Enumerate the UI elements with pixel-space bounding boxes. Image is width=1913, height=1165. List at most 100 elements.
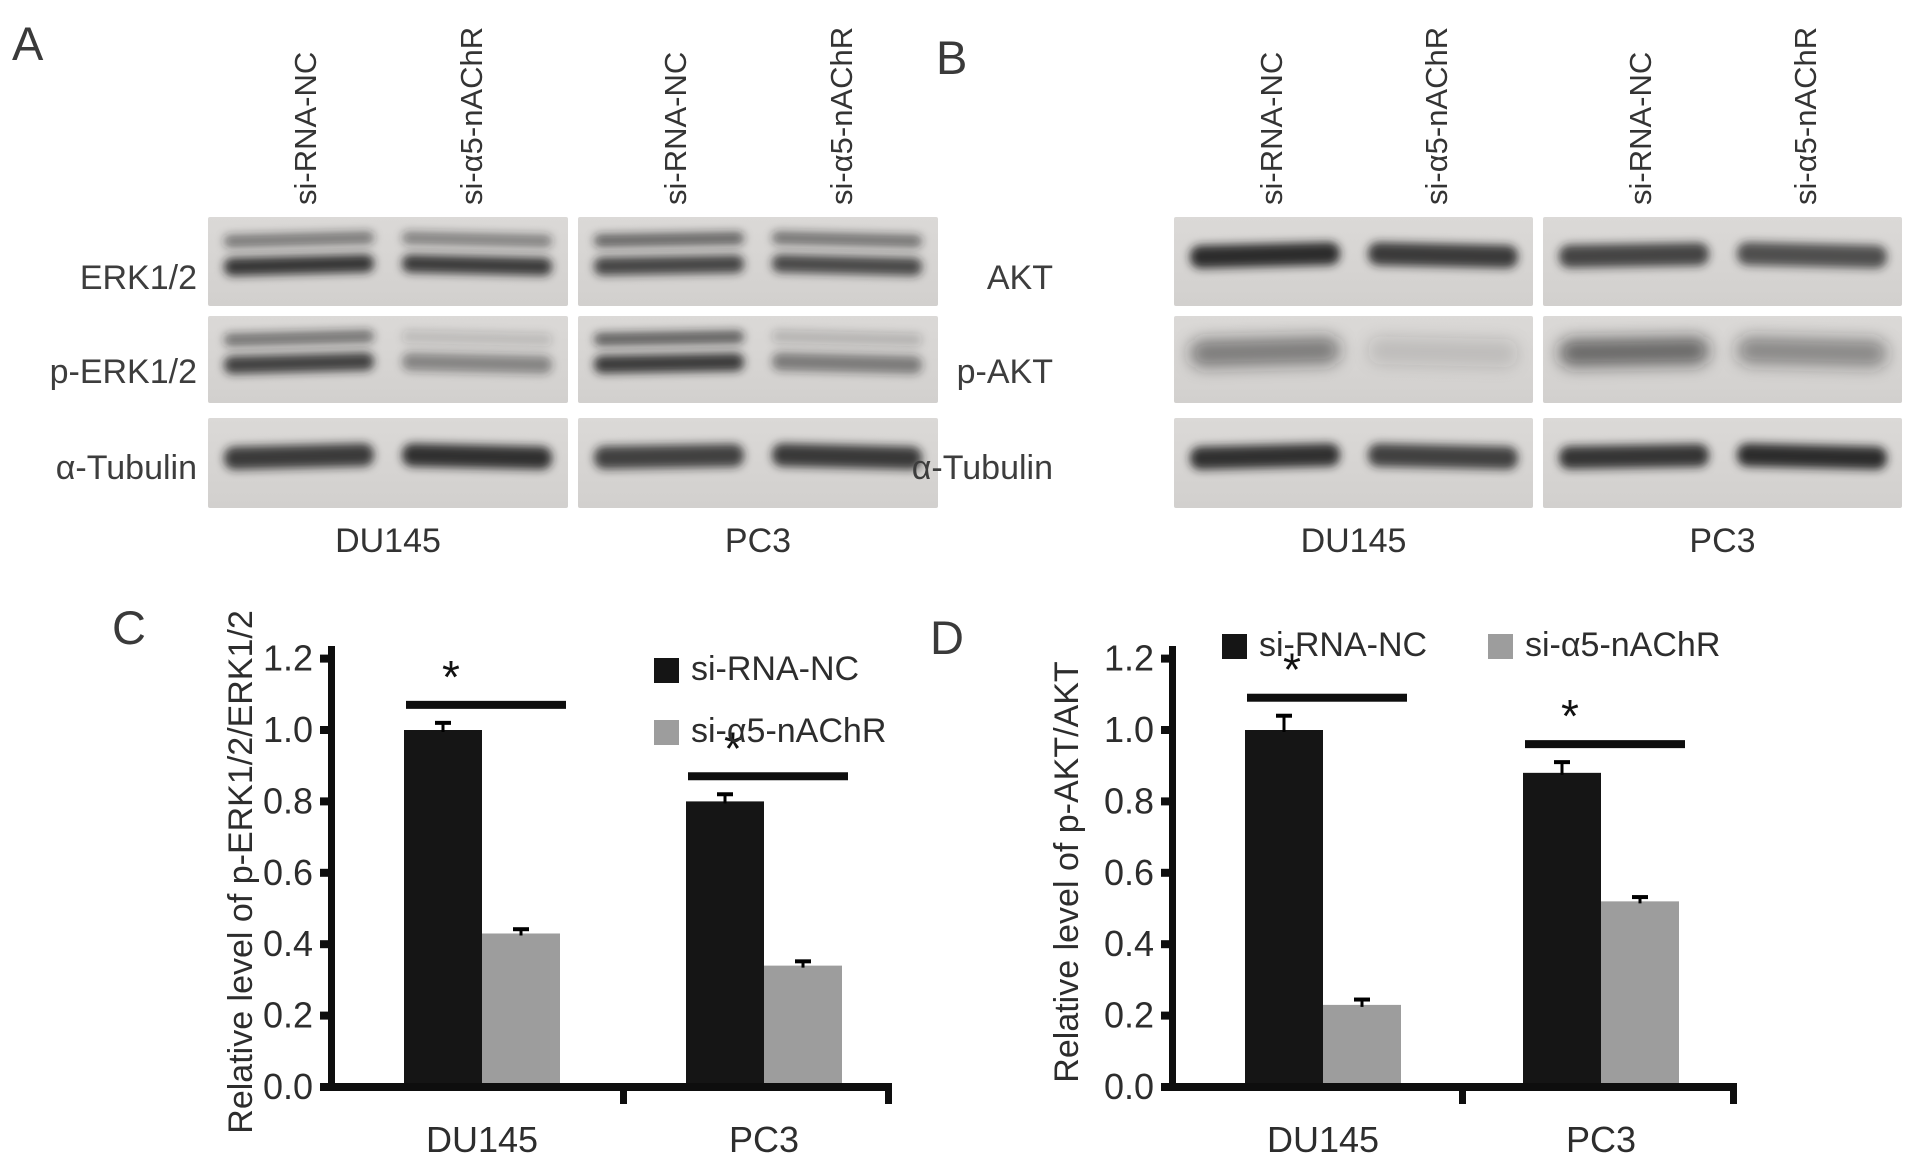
error-bar: [1638, 897, 1642, 904]
y-tick-mark: [1161, 1011, 1176, 1020]
y-tick-label: 0.8: [1104, 780, 1154, 821]
y-tick-mark: [1161, 940, 1176, 949]
protein-band: [1558, 443, 1710, 470]
y-tick-label: 1.2: [263, 638, 313, 679]
legend-label: si-α5-nAChR: [1525, 626, 1720, 664]
bar-si-α5-nAChR-PC3: [1601, 901, 1679, 1083]
category-label: PC3: [729, 1119, 799, 1160]
x-axis-line: [1169, 1083, 1737, 1091]
protein-band: [401, 254, 553, 276]
blot-B-row1-group0: [1174, 316, 1533, 403]
protein-band: [401, 352, 553, 374]
error-bar: [441, 722, 445, 732]
bar-si-RNA-NC-PC3: [1523, 772, 1601, 1083]
error-bar-cap: [1354, 997, 1370, 1002]
protein-band: [772, 329, 922, 347]
panel-d-letter: D: [930, 611, 965, 664]
cell-line-label: PC3: [1689, 522, 1756, 560]
y-axis-line: [1169, 646, 1176, 1090]
panel-b-letter: B: [936, 31, 969, 84]
y-tick-mark: [320, 868, 335, 877]
y-axis-label: Relative level of p-AKT/AKT: [1048, 661, 1086, 1082]
legend-label: si-α5-nAChR: [691, 712, 886, 750]
lane-label: si-α5-nAChR: [1419, 27, 1454, 205]
x-axis-line: [328, 1083, 892, 1091]
error-bar: [1282, 715, 1286, 732]
blot-A-row1-group0: [208, 316, 568, 403]
significance-star: *: [1283, 644, 1301, 696]
y-tick-label: 0.2: [1104, 995, 1154, 1036]
y-tick-label: 0.4: [263, 923, 313, 964]
blot-B-row1-group1: [1543, 316, 1902, 403]
protein-band: [1189, 242, 1341, 269]
y-tick-label: 0.8: [263, 780, 313, 821]
chart-p-erk-ratio: Relative level of p-ERK1/2/ERK1/2 0.0 0.2 0…: [222, 610, 892, 1160]
lane-label: si-RNA-NC: [1623, 52, 1658, 205]
y-tick-mark: [1161, 797, 1176, 806]
error-bar-cap: [513, 927, 529, 932]
significance-bracket: [406, 700, 566, 709]
protein-band: [224, 352, 374, 375]
protein-band: [593, 254, 745, 276]
panel-a-letter: A: [12, 17, 45, 70]
error-bar-cap: [717, 792, 733, 797]
lane-label: si-α5-nAChR: [1788, 27, 1823, 205]
protein-band: [1189, 443, 1341, 470]
error-bar-cap: [435, 720, 451, 725]
protein-band: [593, 443, 745, 470]
y-tick-label: 0.0: [263, 1066, 313, 1107]
y-tick-mark: [320, 940, 335, 949]
protein-band: [1189, 336, 1341, 368]
category-label: DU145: [1267, 1119, 1379, 1160]
error-bar: [1360, 999, 1364, 1007]
protein-band: [771, 443, 923, 470]
protein-band: [1736, 242, 1888, 269]
cell-line-label: DU145: [1300, 522, 1407, 560]
y-tick-mark: [320, 797, 335, 806]
legend-label: si-RNA-NC: [1259, 626, 1427, 664]
blot-B-row2-group1: [1543, 418, 1902, 508]
lane-label: si-RNA-NC: [658, 52, 693, 205]
protein-band: [1558, 242, 1710, 268]
error-bar: [801, 961, 805, 968]
blot-row-label: p-ERK1/2: [49, 353, 197, 391]
lane-label: si-RNA-NC: [288, 52, 323, 205]
protein-band: [594, 231, 744, 248]
y-tick-mark: [1161, 654, 1176, 663]
significance-star: *: [442, 651, 460, 703]
y-tick-label: 0.2: [263, 995, 313, 1036]
bar-si-α5-nAChR-DU145: [482, 933, 560, 1083]
y-tick-mark: [1161, 726, 1176, 734]
blot-A-row0-group1: [578, 217, 938, 306]
protein-band: [224, 254, 374, 276]
protein-band: [772, 231, 922, 248]
x-tick-mark: [1459, 1091, 1466, 1104]
lane-label: si-α5-nAChR: [454, 27, 489, 205]
y-tick-label: 0.6: [263, 852, 313, 893]
significance-bracket: [688, 772, 848, 781]
protein-band: [402, 231, 552, 248]
significance-bracket: [1525, 740, 1685, 749]
category-label: PC3: [1566, 1119, 1636, 1160]
protein-band: [593, 353, 745, 374]
blot-row-label: p-AKT: [956, 353, 1053, 391]
y-tick-mark: [1161, 1083, 1176, 1091]
blot-B-row0-group1: [1543, 217, 1902, 306]
significance-star: *: [724, 722, 742, 774]
bar-si-RNA-NC-DU145: [1245, 730, 1323, 1083]
y-tick-mark: [320, 654, 335, 663]
protein-band: [594, 330, 744, 346]
error-bar: [723, 794, 727, 804]
y-tick-label: 0.6: [1104, 852, 1154, 893]
protein-band: [224, 329, 374, 347]
y-axis-line: [328, 646, 335, 1090]
legend-swatch: [654, 720, 679, 745]
legend-label: si-RNA-NC: [691, 650, 859, 688]
legend-swatch: [654, 658, 679, 683]
significance-bracket: [1247, 693, 1407, 702]
protein-band: [1736, 443, 1888, 470]
protein-band: [1367, 443, 1519, 470]
error-bar: [1560, 762, 1564, 775]
y-tick-label: 1.0: [1104, 709, 1154, 750]
lane-label: si-RNA-NC: [1254, 52, 1289, 205]
